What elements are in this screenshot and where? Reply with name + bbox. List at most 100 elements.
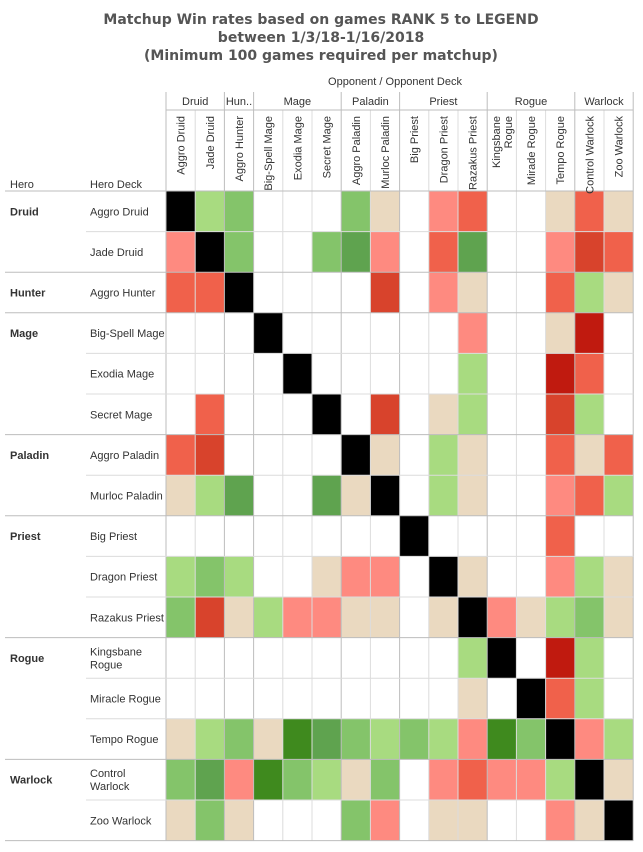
- cell-r7-c3: [253, 475, 283, 516]
- cell-r14-c15: [604, 759, 634, 800]
- cell-r5-c7: [370, 394, 400, 435]
- cell-r3-c8: [399, 312, 429, 354]
- cell-r12-c4: [282, 678, 312, 719]
- cell-r7-c10: [458, 475, 488, 516]
- cell-r9-c11: [487, 556, 517, 597]
- cell-r12-c10: [458, 678, 488, 719]
- col-deck-label-5-0: Secret Mage: [322, 116, 334, 178]
- cell-r1-c9: [428, 231, 458, 273]
- row-deck-label-10-0: Razakus Priest: [90, 612, 164, 624]
- cell-r8-c9: [428, 515, 458, 557]
- row-deck-label-13-0: Tempo Rogue: [90, 734, 159, 746]
- hero-warlock: Warlock: [10, 775, 53, 787]
- cell-r13-c6: [341, 718, 371, 760]
- cell-r12-c12: [516, 678, 546, 719]
- cell-r1-c2: [224, 231, 254, 273]
- cell-r13-c11: [487, 718, 517, 760]
- cell-r3-c5: [312, 312, 342, 354]
- hero-paladin: Paladin: [10, 450, 49, 462]
- col-class-druid: Druid: [182, 96, 208, 108]
- cell-r14-c10: [458, 759, 488, 800]
- cell-r13-c3: [253, 718, 283, 760]
- cell-r15-c8: [399, 800, 429, 841]
- cell-r1-c7: [370, 231, 400, 273]
- cell-r7-c15: [604, 475, 634, 516]
- cell-r9-c1: [195, 556, 225, 597]
- cell-r14-c14: [574, 759, 604, 800]
- cell-r0-c5: [312, 191, 342, 232]
- cell-r8-c4: [282, 515, 312, 557]
- cell-r2-c6: [341, 272, 371, 313]
- cell-r12-c3: [253, 678, 283, 719]
- col-deck-label-4-0: Exodia Mage: [292, 116, 304, 180]
- cell-r6-c15: [604, 434, 634, 476]
- col-deck-label-1-0: Jade Druid: [205, 116, 217, 169]
- cell-r11-c7: [370, 637, 400, 679]
- cell-r10-c8: [399, 597, 429, 638]
- cell-r14-c6: [341, 759, 371, 800]
- cell-r9-c10: [458, 556, 488, 597]
- cell-r12-c8: [399, 678, 429, 719]
- cell-r7-c6: [341, 475, 371, 516]
- cell-r0-c12: [516, 191, 546, 232]
- hero-rogue: Rogue: [10, 653, 44, 665]
- cell-r2-c3: [253, 272, 283, 313]
- cell-r11-c0: [166, 637, 196, 679]
- row-labels: Druid Aggro Druid Jade Druid Hunter Aggro Hu…: [10, 206, 165, 827]
- col-deck-label-11-1: Rogue: [503, 116, 515, 148]
- cell-r12-c5: [312, 678, 342, 719]
- cell-r10-c5: [312, 597, 342, 638]
- cell-r2-c15: [604, 272, 634, 313]
- cell-r6-c13: [545, 434, 575, 476]
- cell-r11-c15: [604, 637, 634, 679]
- row-header-deck: Hero Deck: [90, 179, 142, 191]
- cell-r11-c4: [282, 637, 312, 679]
- cell-r4-c14: [574, 353, 604, 394]
- column-deck-labels: Aggro Druid Jade Druid Aggro Hunter Big-Spe…: [176, 116, 626, 194]
- cell-r6-c6: [341, 434, 371, 476]
- col-deck-label-7-0: Murloc Paladin: [380, 116, 392, 189]
- cell-r13-c13: [545, 718, 575, 760]
- cell-r12-c15: [604, 678, 634, 719]
- cell-r14-c2: [224, 759, 254, 800]
- cell-r8-c3: [253, 515, 283, 557]
- row-deck-label-5-0: Secret Mage: [90, 409, 152, 421]
- cell-r7-c13: [545, 475, 575, 516]
- cell-r6-c8: [399, 434, 429, 476]
- cell-r0-c8: [399, 191, 429, 232]
- cell-r14-c7: [370, 759, 400, 800]
- cell-r5-c10: [458, 394, 488, 435]
- title-line-1: between 1/3/18-1/16/2018: [218, 30, 424, 46]
- cell-r7-c8: [399, 475, 429, 516]
- cell-r12-c11: [487, 678, 517, 719]
- cell-r15-c14: [574, 800, 604, 841]
- col-deck-label-12-0: Mirade Rogue: [526, 116, 538, 185]
- cell-r2-c12: [516, 272, 546, 313]
- cell-r12-c2: [224, 678, 254, 719]
- cell-r2-c10: [458, 272, 488, 313]
- cell-r2-c1: [195, 272, 225, 313]
- hero-priest: Priest: [10, 531, 41, 543]
- chart-title: Matchup Win rates based on games RANK 5 …: [103, 12, 538, 64]
- cell-r11-c10: [458, 637, 488, 679]
- cell-r7-c11: [487, 475, 517, 516]
- cell-r13-c4: [282, 718, 312, 760]
- row-header-hero: Hero: [10, 179, 34, 191]
- col-deck-label-2-0: Aggro Hunter: [234, 116, 246, 182]
- cell-r1-c11: [487, 231, 517, 273]
- cell-r9-c5: [312, 556, 342, 597]
- cell-r3-c15: [604, 312, 634, 354]
- cell-r8-c1: [195, 515, 225, 557]
- col-deck-label-3-0: Big-Spell Mage: [263, 116, 275, 191]
- row-deck-label-12-0: Miracle Rogue: [90, 694, 161, 706]
- cell-r9-c3: [253, 556, 283, 597]
- cell-r14-c1: [195, 759, 225, 800]
- cell-r5-c3: [253, 394, 283, 435]
- cell-r0-c10: [458, 191, 488, 232]
- cell-r7-c12: [516, 475, 546, 516]
- col-class-priest: Priest: [429, 96, 457, 108]
- cell-r4-c2: [224, 353, 254, 394]
- cell-r15-c1: [195, 800, 225, 841]
- cell-r3-c4: [282, 312, 312, 354]
- cell-r14-c0: [166, 759, 196, 800]
